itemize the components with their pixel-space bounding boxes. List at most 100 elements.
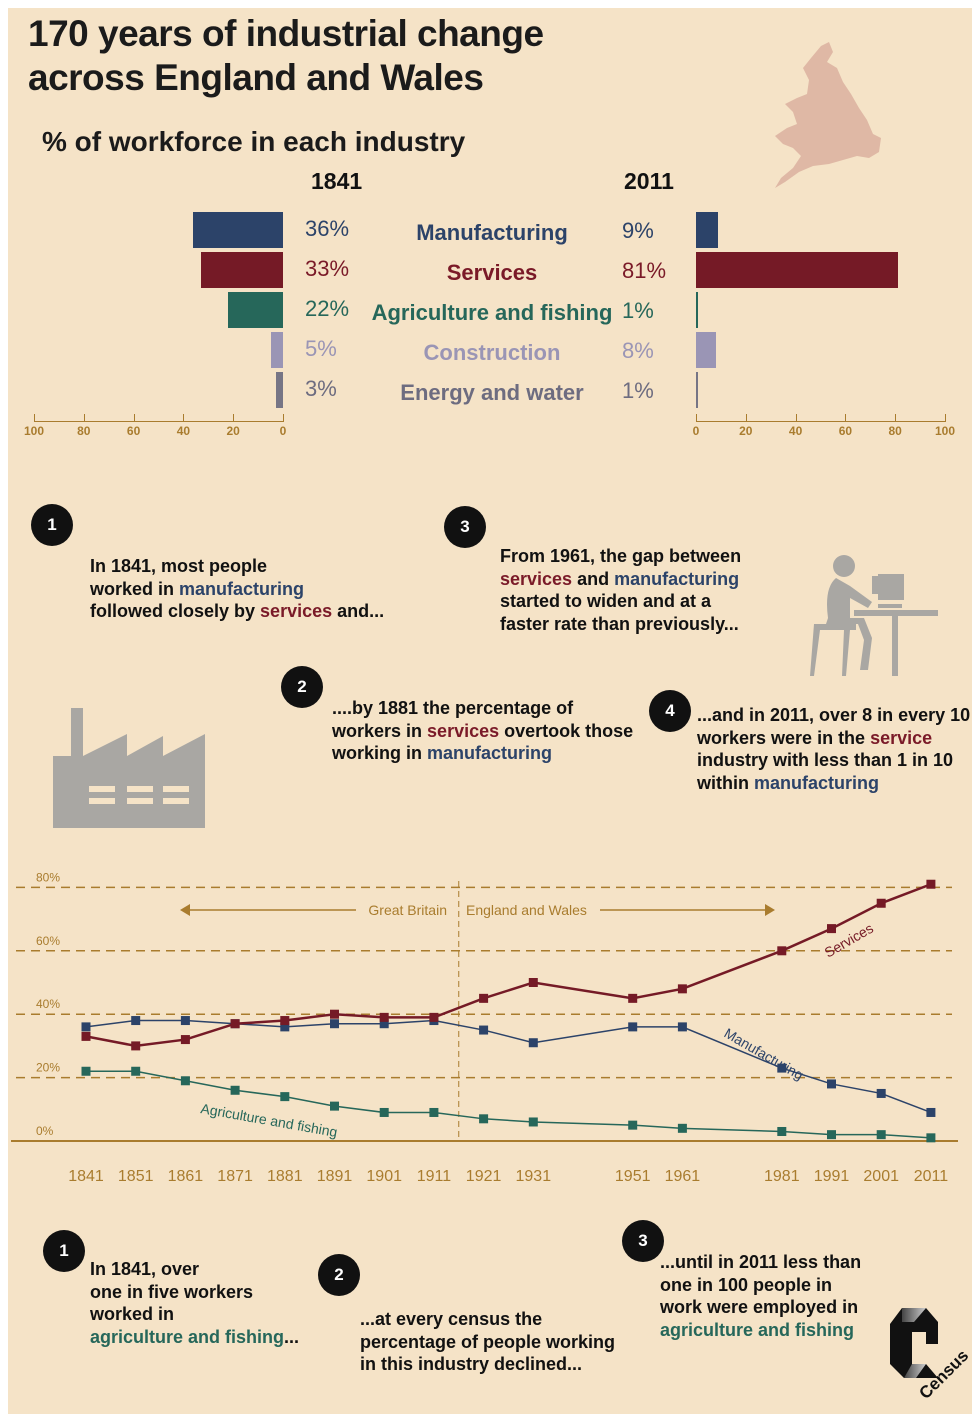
note-bottom-2: ...at every census the percentage of peo… [360, 1308, 615, 1376]
value-label-2011: 81% [622, 258, 667, 283]
note-highlight: manufacturing [179, 578, 305, 599]
bar-axis-tick-label: 100 [23, 424, 45, 438]
value-label-2011: 8% [622, 338, 654, 363]
bar-2011 [696, 252, 898, 288]
note-text: workers were in the [697, 727, 871, 748]
data-point [379, 1019, 389, 1029]
data-point [429, 1107, 439, 1117]
x-tick-label: 1891 [317, 1168, 353, 1185]
bar-axis-tick-label: 60 [126, 424, 141, 438]
region-label-great-britain: Great Britain [368, 902, 447, 918]
bar-2011 [696, 372, 699, 408]
bar-1841 [193, 212, 283, 248]
note-1: In 1841, most people worked in manufactu… [90, 555, 384, 623]
note-highlight: services [500, 568, 573, 589]
note-text: in this industry declined... [360, 1354, 583, 1374]
year-label-1841: 1841 [311, 168, 363, 194]
note-text: industry with less than 1 in 10 [697, 750, 954, 770]
england-wales-map-icon [775, 42, 881, 188]
note-highlight: agriculture and fishing [660, 1319, 855, 1340]
data-point [479, 1114, 489, 1124]
data-point [379, 1012, 389, 1022]
note-text: percentage of people working [360, 1331, 616, 1352]
data-point [81, 1066, 91, 1076]
data-point [131, 1066, 141, 1076]
data-point [827, 1079, 836, 1089]
y-tick-label: 60% [36, 934, 60, 948]
data-point [180, 1035, 190, 1045]
note-highlight: manufacturing [614, 568, 740, 589]
x-tick-label: 1841 [68, 1168, 104, 1185]
note-text: ....by 1881 the percentage of [332, 698, 574, 718]
note-text: From 1961, the gap between [500, 546, 742, 566]
data-point [528, 1038, 538, 1048]
note-text: ...and in 2011, over 8 in every 10 [697, 705, 971, 725]
note-number-badge: 3 [622, 1220, 664, 1262]
factory-icon [53, 708, 205, 828]
bar-1841 [228, 292, 283, 328]
x-tick-label: 2001 [863, 1168, 899, 1185]
note-text: one in 100 people in [660, 1274, 833, 1295]
y-tick-label: 20% [36, 1061, 60, 1075]
data-point [876, 898, 886, 908]
page-title: 170 years of industrial change across En… [28, 12, 544, 100]
bar-axis-tick [133, 414, 135, 422]
data-point [628, 1022, 638, 1032]
data-point [379, 1107, 389, 1117]
bar-axis-tick [845, 414, 847, 422]
bar-axis [35, 421, 283, 422]
note-text: ...at every census the [360, 1309, 543, 1329]
data-point [330, 1101, 339, 1111]
bar-axis-tick-label: 40 [788, 424, 803, 438]
note-text: workers in [332, 720, 428, 741]
data-point [479, 993, 489, 1003]
note-text: one in five workers [90, 1281, 254, 1302]
bar-axis-tick-label: 0 [692, 424, 700, 438]
bar-2011 [696, 292, 699, 328]
bar-axis-tick-label: 20 [226, 424, 240, 438]
category-label: Manufacturing [416, 220, 568, 245]
note-text: ... [284, 1326, 300, 1347]
data-point [677, 1123, 687, 1133]
note-text: working in [332, 743, 428, 763]
x-tick-label: 1951 [615, 1168, 651, 1185]
series-line-services [85, 883, 932, 1048]
note-number-badge: 2 [281, 666, 323, 708]
data-point [876, 1130, 886, 1140]
value-label-1841: 36% [305, 216, 350, 241]
data-point [876, 1088, 886, 1098]
value-label-1841: 33% [305, 256, 350, 281]
data-point [131, 1016, 141, 1026]
note-highlight: manufacturing [427, 743, 553, 763]
data-point [81, 1031, 91, 1041]
note-bottom-3: ...until in 2011 less than one in 100 pe… [660, 1251, 861, 1341]
bar-2011 [696, 332, 716, 368]
x-tick-label: 1921 [466, 1168, 502, 1185]
data-point [131, 1041, 141, 1051]
note-highlight: manufacturing [754, 772, 880, 793]
year-label-2011: 2011 [624, 168, 674, 194]
x-tick-label: 1911 [417, 1168, 452, 1185]
note-text: worked in [90, 1304, 175, 1324]
x-tick-label: 2011 [914, 1168, 949, 1185]
data-point [180, 1016, 190, 1026]
data-point [180, 1076, 190, 1086]
data-point [230, 1085, 240, 1095]
note-highlight: services [260, 601, 333, 621]
data-point [81, 1022, 91, 1032]
x-tick-label: 1881 [267, 1168, 303, 1185]
y-tick-label: 80% [36, 870, 60, 884]
value-label-2011: 1% [622, 298, 654, 323]
office-worker-icon [810, 555, 938, 676]
x-tick-label: 1991 [814, 1168, 850, 1185]
x-tick-label: 1961 [665, 1168, 701, 1185]
note-highlight: services [427, 720, 500, 741]
bar-axis-tick [895, 414, 897, 422]
data-point [280, 1092, 290, 1102]
x-tick-label: 1981 [764, 1168, 800, 1185]
bar-axis [696, 421, 946, 422]
data-point [777, 1126, 787, 1136]
bar-axis-tick [233, 414, 235, 422]
line-chart: 0% 20% 40% 60% 80% Great Britain England and W… [11, 870, 958, 1185]
bar-axis-tick [283, 414, 284, 422]
